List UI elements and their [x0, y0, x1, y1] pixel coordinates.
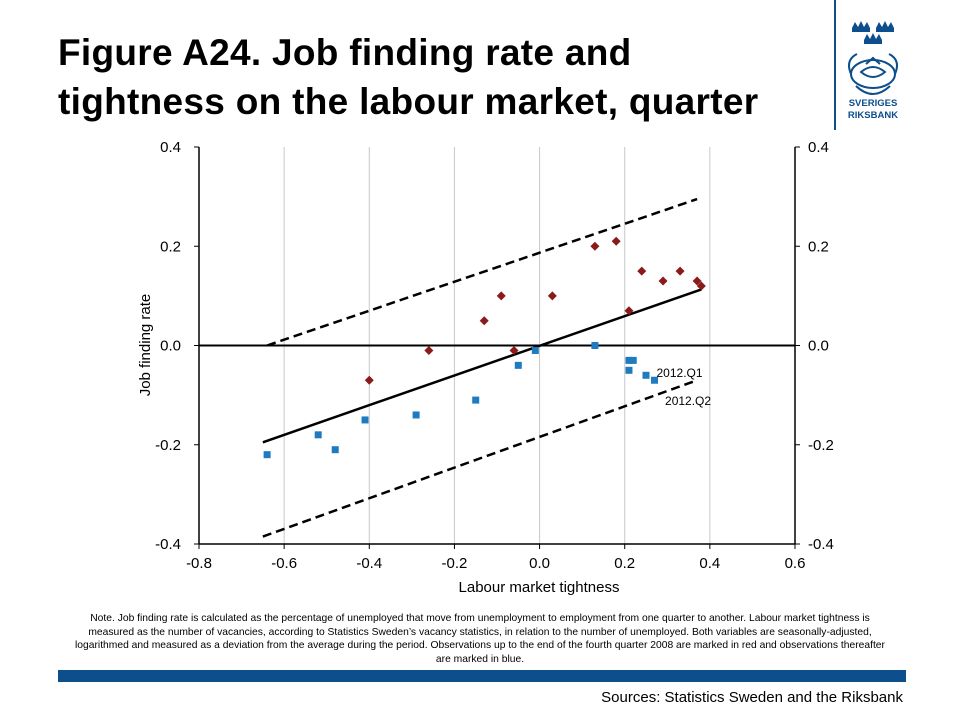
data-point-red [624, 306, 634, 316]
y-tick-label-right: -0.4 [808, 536, 834, 553]
riksbank-logo: SVERIGES RIKSBANK [848, 21, 898, 121]
data-point-blue [331, 446, 339, 454]
data-point-red [479, 316, 489, 326]
y-axis-label: Job finding rate [137, 294, 154, 397]
y-tick-label-right: 0.2 [808, 238, 829, 255]
y-tick-label: 0.4 [160, 139, 181, 156]
confidence-band-line [262, 379, 698, 538]
crown-icon [852, 21, 894, 44]
title-line-2: tightness on the labour market, quarter [58, 81, 759, 122]
data-point-red [509, 345, 519, 355]
y-tick-label-right: 0.0 [808, 338, 829, 355]
data-point-blue [591, 342, 599, 349]
logo-text-2: RIKSBANK [848, 110, 898, 121]
title-line-1: Figure A24. Job finding rate and [58, 32, 632, 73]
page-title: Figure A24. Job finding rate and tightne… [58, 28, 818, 126]
data-point-red [424, 345, 434, 355]
data-point-red [611, 236, 621, 246]
x-tick-label: 0.0 [529, 555, 550, 572]
x-axis-label: Labour market tightness [459, 579, 620, 596]
y-tick-label: -0.2 [155, 437, 181, 454]
data-point-blue [625, 356, 633, 364]
regression-line [262, 288, 702, 444]
data-point-blue [629, 356, 637, 364]
confidence-band-line [266, 197, 698, 347]
data-point-blue [361, 416, 369, 424]
logo-divider [834, 0, 836, 130]
chart-note: Note. Job finding rate is calculated as … [75, 613, 885, 665]
sources-text: Sources: Statistics Sweden and the Riksb… [601, 689, 903, 706]
data-point-blue [625, 366, 633, 374]
emblem-icon [848, 53, 898, 95]
y-tick-label-right: 0.4 [808, 139, 829, 156]
logo-text-1: SVERIGES [849, 98, 898, 109]
y-tick-label: 0.2 [160, 238, 181, 255]
x-tick-label: -0.2 [441, 555, 467, 572]
data-point-red [496, 291, 506, 301]
data-point-red [658, 276, 668, 286]
y-tick-label-right: -0.2 [808, 437, 834, 454]
point-annotation: 2012.Q1 [657, 366, 703, 380]
x-tick-label: 0.6 [785, 555, 806, 572]
data-point-blue [531, 346, 539, 354]
data-point-blue [472, 396, 480, 404]
data-point-red [692, 276, 702, 286]
point-annotation: 2012.Q2 [665, 394, 711, 408]
data-point-red [696, 281, 706, 291]
data-point-red [590, 241, 600, 251]
y-tick-label: -0.4 [155, 536, 181, 553]
x-tick-label: -0.8 [186, 555, 212, 572]
data-point-blue [314, 431, 322, 439]
data-point-blue [642, 371, 650, 379]
data-point-red [637, 266, 647, 276]
y-tick-label: 0.0 [160, 338, 181, 355]
data-point-blue [514, 361, 522, 369]
x-tick-label: 0.2 [614, 555, 635, 572]
data-point-blue [263, 451, 271, 459]
x-tick-label: -0.6 [271, 555, 297, 572]
data-point-red [364, 375, 374, 385]
data-point-red [675, 266, 685, 276]
footer-bar [58, 670, 906, 682]
x-tick-label: -0.4 [356, 555, 382, 572]
data-point-blue [651, 376, 659, 384]
data-point-red [547, 291, 557, 301]
x-tick-label: 0.4 [699, 555, 720, 572]
data-point-blue [412, 411, 420, 419]
